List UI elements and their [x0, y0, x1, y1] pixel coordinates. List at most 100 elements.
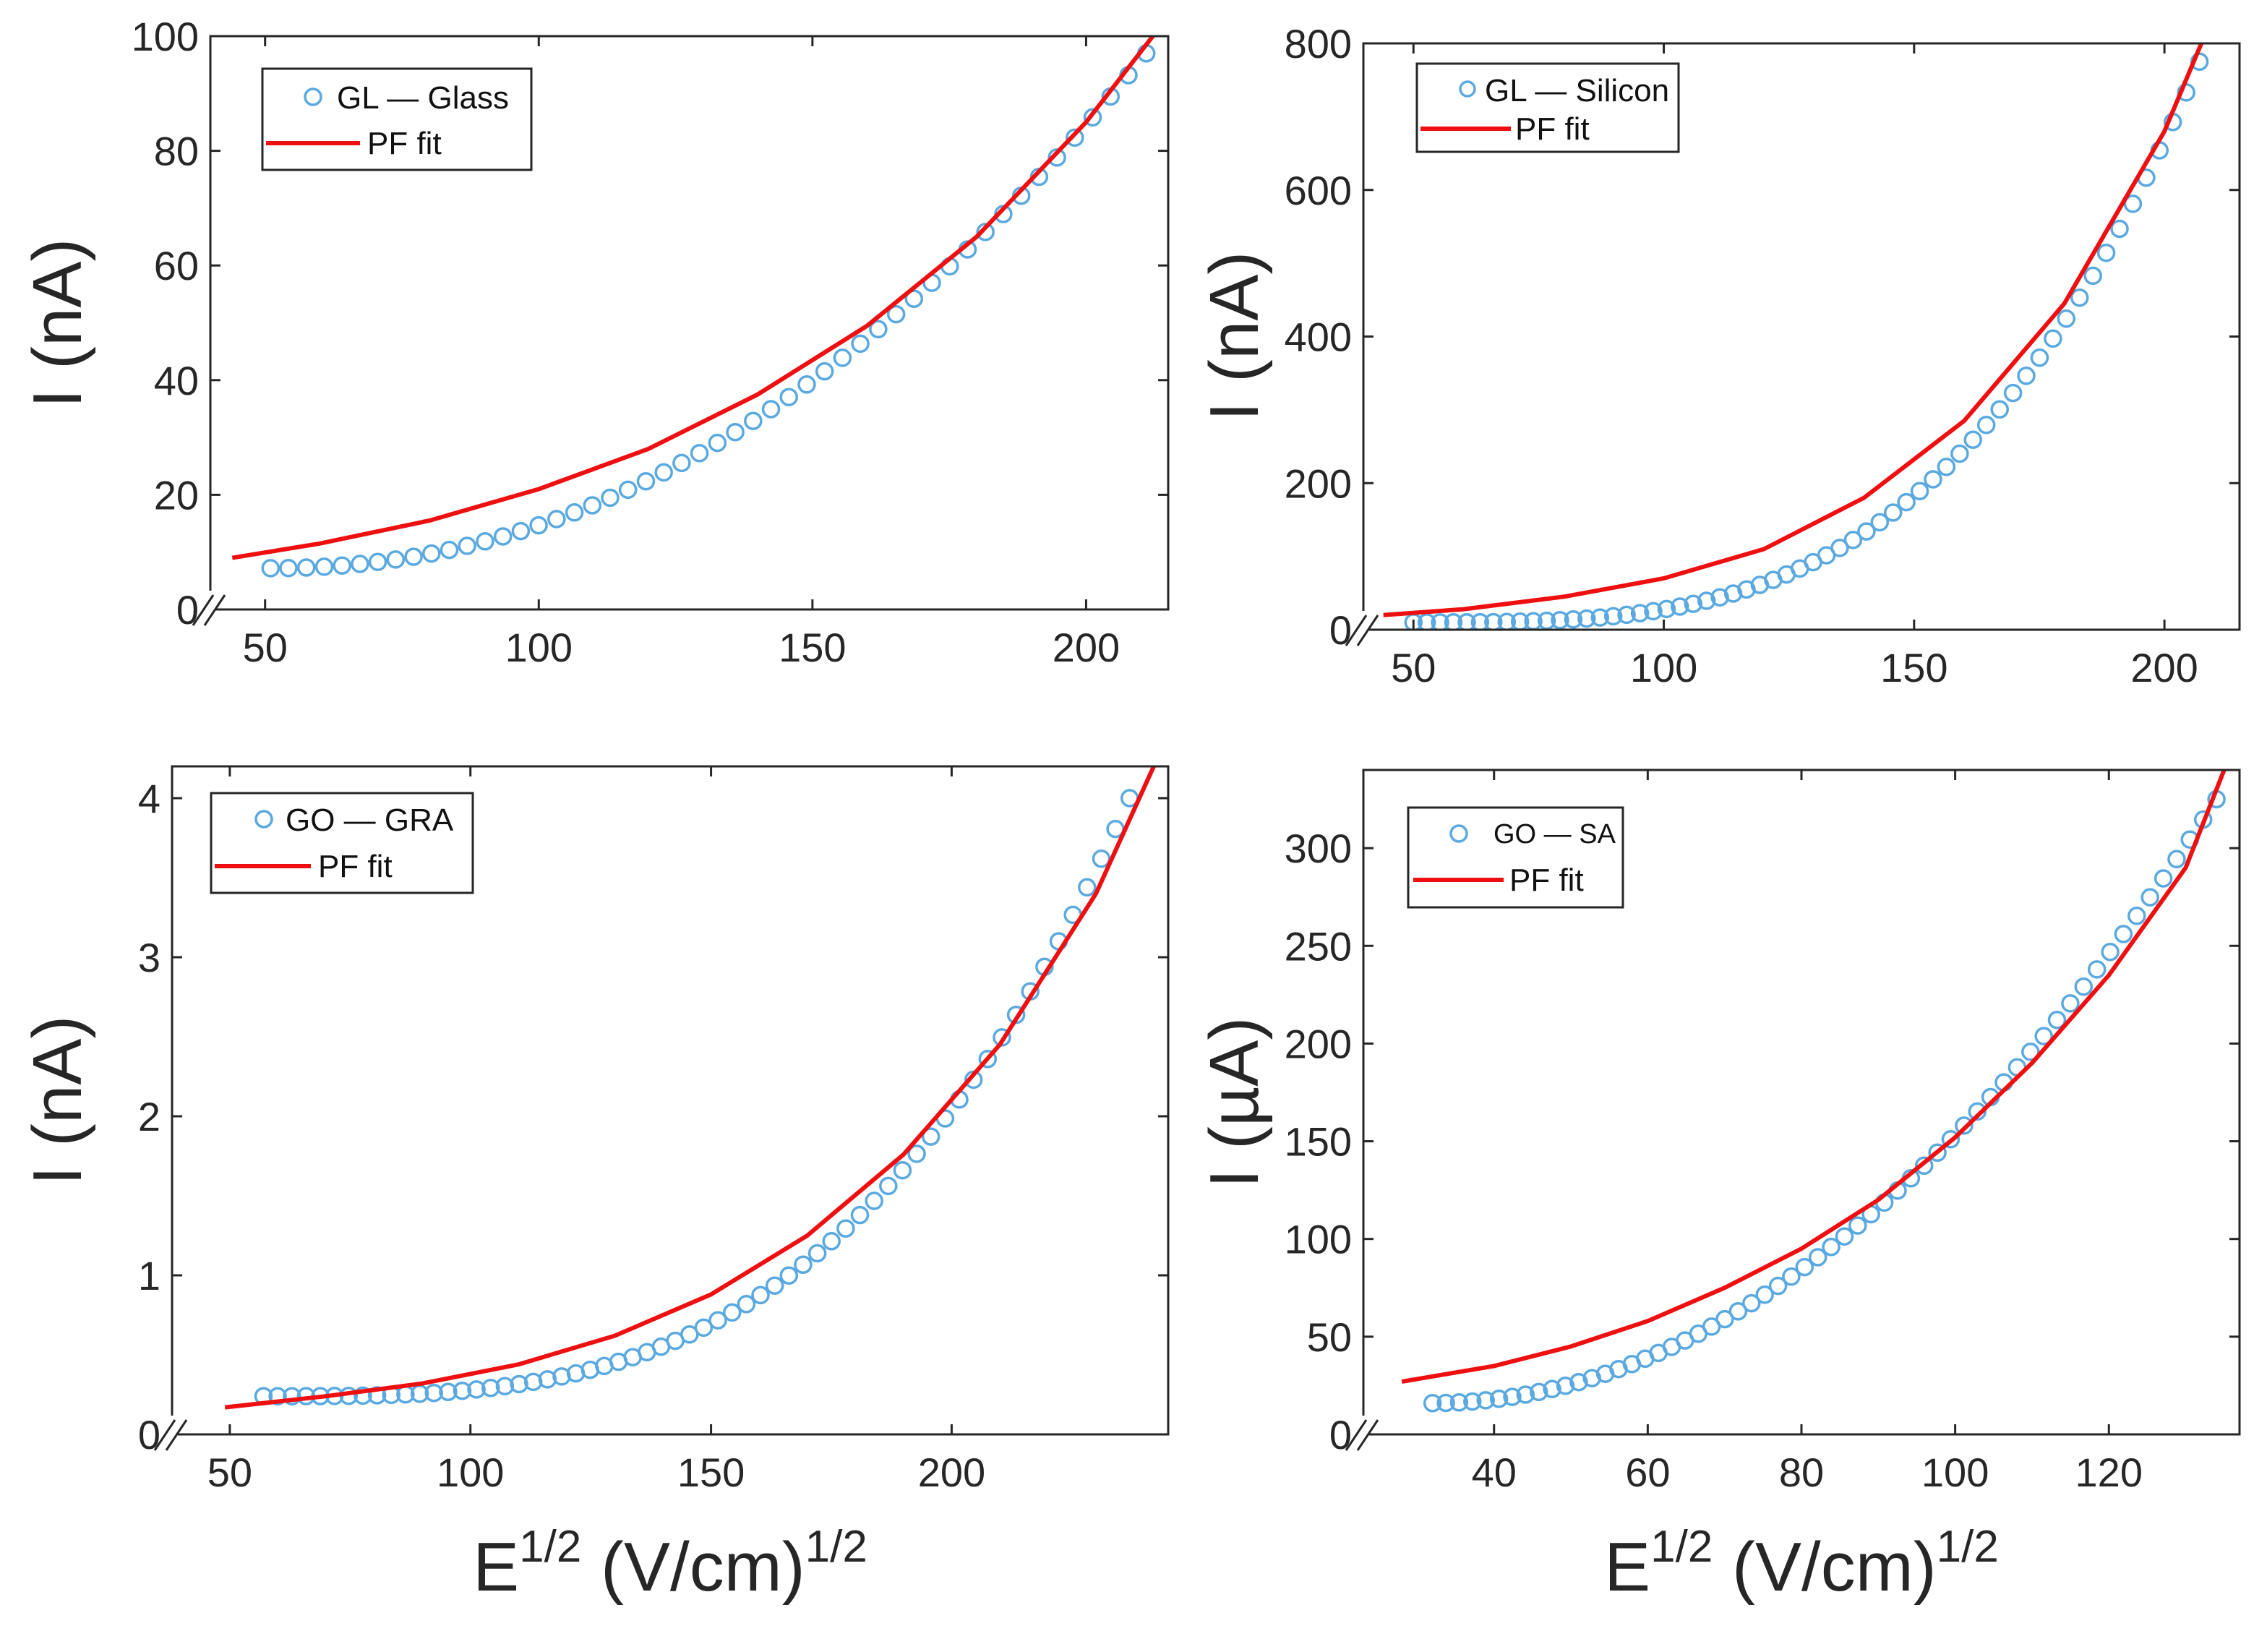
data-point	[737, 1295, 756, 1314]
data-point	[1449, 1393, 1469, 1412]
x-tick-label: 120	[2075, 1450, 2143, 1495]
plot-marks-gl-silicon	[1383, 43, 2209, 630]
data-point	[2096, 243, 2116, 262]
data-point	[511, 521, 531, 541]
data-point	[1556, 1377, 1575, 1395]
data-point	[1671, 597, 1689, 616]
data-point	[1644, 602, 1663, 621]
data-point	[1976, 416, 1996, 435]
data-point	[797, 375, 816, 394]
data-point	[283, 1387, 301, 1405]
legend-marker-gl-glass	[304, 87, 322, 106]
data-point	[636, 471, 656, 491]
data-point	[424, 1383, 443, 1403]
axis-break-mark	[203, 594, 226, 626]
data-point	[2017, 367, 2036, 385]
x-axis-label-left-sup: 1/2	[519, 1522, 581, 1572]
data-area-go-gra	[224, 766, 1156, 1410]
data-point	[1924, 470, 1942, 489]
legend-label-gl-glass: GL — Glass	[337, 80, 509, 116]
data-point	[708, 433, 727, 453]
legend-fit-label-go-gra: PF fit	[318, 849, 393, 884]
panel-go-gra: 50 100 150 200 0 1 2 3 4 I (nA) GO — GRA PF fit	[19, 765, 1170, 1495]
data-point	[495, 1377, 515, 1396]
data-point	[654, 463, 673, 482]
data-point	[422, 544, 441, 563]
data-point	[976, 223, 995, 241]
legend-box-gl-glass	[261, 67, 533, 171]
data-point	[1830, 539, 1849, 557]
legend-gl-glass: GL — Glass PF fit	[261, 67, 533, 171]
data-point	[440, 540, 459, 560]
data-point	[1782, 1267, 1801, 1286]
data-point	[2003, 383, 2023, 403]
data-point	[2114, 925, 2133, 943]
plot-marks-gl-glass	[231, 36, 1156, 578]
data-point	[1941, 1130, 1960, 1149]
y-tick-label: 20	[154, 472, 199, 518]
x-tick-label: 200	[918, 1450, 985, 1495]
data-point	[1795, 1257, 1814, 1277]
fit-line	[231, 36, 1156, 560]
y-tick-label: 0	[138, 1412, 160, 1458]
data-point	[2140, 888, 2159, 907]
data-point	[1710, 588, 1729, 607]
data-point	[851, 334, 870, 354]
data-point	[2167, 849, 2186, 869]
legend-box-go-gra	[210, 792, 474, 894]
data-point	[618, 480, 638, 500]
axis-break-mark	[1356, 1419, 1379, 1451]
data-point	[1503, 1387, 1522, 1406]
axis-break-mark	[192, 594, 215, 626]
data-point	[453, 1381, 472, 1400]
data-point	[1083, 108, 1102, 127]
data-point	[353, 1386, 372, 1405]
y-tick-label: 0	[176, 587, 199, 633]
data-point	[2110, 219, 2129, 239]
plot-frame-go-gra	[171, 765, 1170, 1436]
data-point	[751, 1285, 770, 1305]
fit-line	[1383, 43, 2204, 617]
data-point	[779, 1266, 799, 1285]
y-tick-label: 3	[138, 935, 160, 980]
data-point	[886, 304, 906, 324]
data-point	[672, 453, 691, 473]
data-point	[869, 320, 888, 339]
data-point	[2047, 1010, 2067, 1030]
data-point	[1436, 1393, 1455, 1413]
data-point	[779, 388, 799, 406]
data-point	[529, 515, 548, 535]
data-area-gl-silicon	[1383, 43, 2209, 630]
y-tick-label: 800	[1285, 21, 1352, 67]
y-tick-label: 400	[1285, 314, 1352, 360]
data-point	[386, 550, 406, 569]
legend-marker-go-gra	[254, 810, 273, 829]
x-tick-label: 100	[505, 625, 573, 670]
data-point	[2123, 194, 2143, 213]
data-point	[1463, 1392, 1482, 1411]
data-point	[761, 400, 781, 419]
ticks-gl-glass: 50 100 150 200 0 20 40 60 80 100	[132, 14, 1168, 670]
x-tick-label: 80	[1779, 1450, 1824, 1495]
x-tick-label: 50	[207, 1450, 252, 1495]
data-point	[1808, 1248, 1827, 1267]
data-point	[2074, 977, 2094, 996]
x-tick-label: 50	[243, 625, 288, 670]
legend-marker-go-sa	[1449, 824, 1468, 843]
data-point	[1470, 612, 1490, 630]
x-tick-label: 60	[1625, 1450, 1670, 1495]
data-point	[268, 1387, 287, 1405]
legend-gl-silicon: GL — Silicon PF fit	[1415, 62, 1680, 153]
data-point	[690, 444, 709, 463]
y-tick-label: 200	[1285, 461, 1352, 506]
legend-fit-label-go-sa: PF fit	[1509, 863, 1584, 898]
y-tick-label: 600	[1285, 168, 1352, 213]
x-axis-label-left: E1/2 (V/cm)1/2	[473, 1522, 867, 1606]
panel-gl-silicon: 50 100 150 200 0 200 400 600 800 I (nA) GL — Sil…	[1196, 21, 2241, 690]
data-point	[1910, 482, 1929, 501]
x-tick-label: 50	[1391, 645, 1436, 690]
x-tick-label: 100	[1921, 1450, 1989, 1495]
plot-frame-gl-glass	[209, 35, 1170, 611]
x-axis-label-right: E1/2 (V/cm)1/2	[1604, 1522, 1999, 1606]
